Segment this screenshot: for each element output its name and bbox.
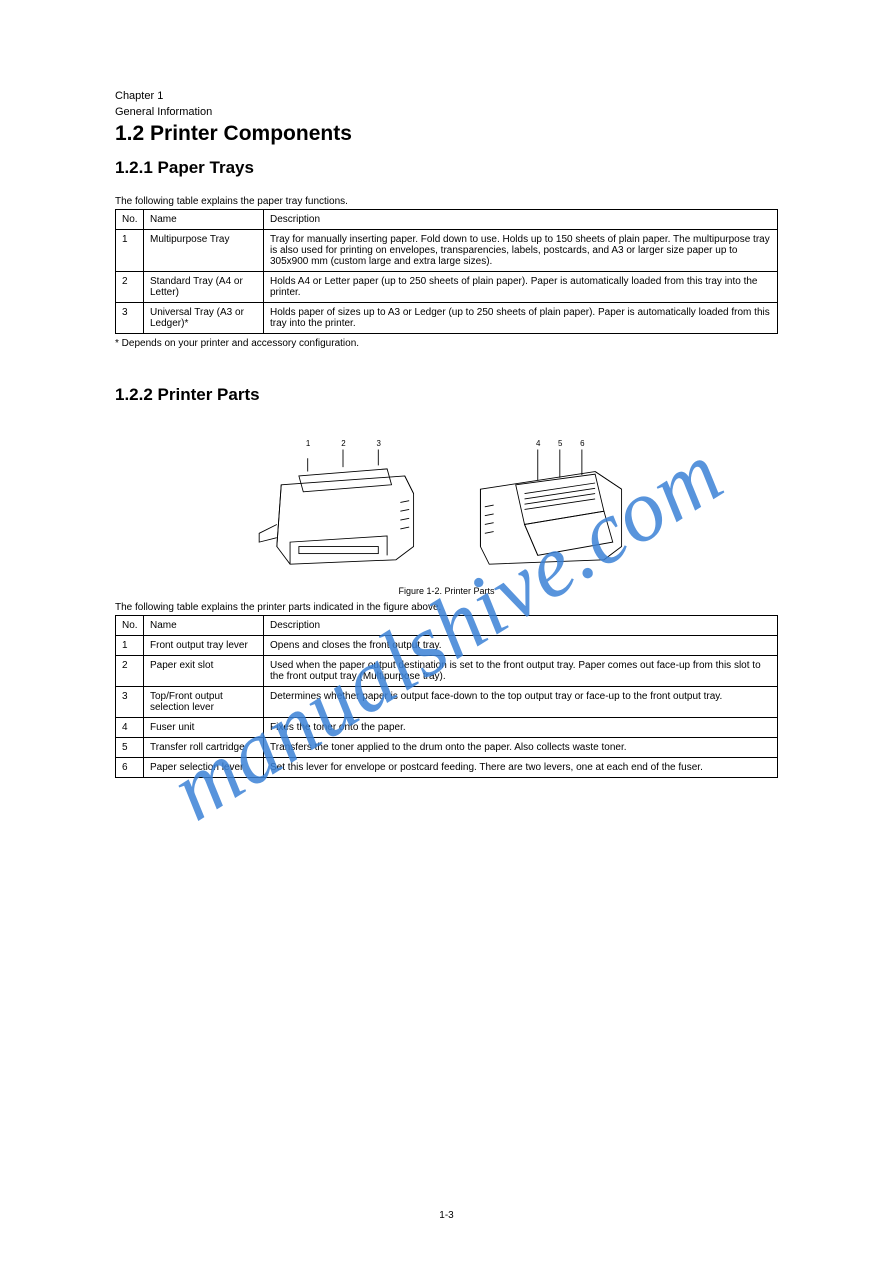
- paper-trays-table: No. Name Description 1 Multipurpose Tray…: [115, 209, 778, 334]
- page-title: 1.2 Printer Components: [115, 122, 778, 146]
- document-page: manualshive.com Chapter 1 General Inform…: [0, 0, 893, 1263]
- section-heading: 1.2.1 Paper Trays: [115, 158, 778, 178]
- printer-parts-table: No. Name Description 1 Front output tray…: [115, 615, 778, 778]
- cell: 1: [116, 230, 144, 272]
- callout-label: 5: [558, 439, 563, 448]
- cell: Set this lever for envelope or postcard …: [264, 758, 778, 778]
- col-header: Name: [144, 616, 264, 636]
- table-legend: The following table explains the paper t…: [115, 196, 778, 207]
- col-header: Description: [264, 210, 778, 230]
- callout-label: 6: [580, 439, 585, 448]
- printer-rear-illustration: 4 5 6: [461, 423, 641, 573]
- cell: 4: [116, 718, 144, 738]
- cell: 2: [116, 656, 144, 687]
- cell: 6: [116, 758, 144, 778]
- table-row: 6 Paper selection lever Set this lever f…: [116, 758, 778, 778]
- callout-label: 2: [341, 439, 346, 448]
- table-row: 1 Multipurpose Tray Tray for manually in…: [116, 230, 778, 272]
- section-heading: 1.2.2 Printer Parts: [115, 385, 778, 405]
- cell: Transfer roll cartridge: [144, 738, 264, 758]
- table-row: 1 Front output tray lever Opens and clos…: [116, 636, 778, 656]
- cell: 2: [116, 272, 144, 303]
- table-row: 3 Universal Tray (A3 or Ledger)* Holds p…: [116, 303, 778, 334]
- table-row: 2 Standard Tray (A4 or Letter) Holds A4 …: [116, 272, 778, 303]
- cell: Used when the paper output destination i…: [264, 656, 778, 687]
- section-eyebrow: General Information: [115, 106, 778, 118]
- cell: Opens and closes the front output tray.: [264, 636, 778, 656]
- cell: 3: [116, 687, 144, 718]
- cell: Holds A4 or Letter paper (up to 250 shee…: [264, 272, 778, 303]
- col-header: Name: [144, 210, 264, 230]
- cell: 5: [116, 738, 144, 758]
- cell: Standard Tray (A4 or Letter): [144, 272, 264, 303]
- cell: 1: [116, 636, 144, 656]
- table-row: 2 Paper exit slot Used when the paper ou…: [116, 656, 778, 687]
- cell: Paper exit slot: [144, 656, 264, 687]
- cell: Front output tray lever: [144, 636, 264, 656]
- table-header-row: No. Name Description: [116, 210, 778, 230]
- cell: Universal Tray (A3 or Ledger)*: [144, 303, 264, 334]
- table-row: 3 Top/Front output selection lever Deter…: [116, 687, 778, 718]
- cell: Determines whether paper is output face-…: [264, 687, 778, 718]
- printer-parts-figure: 1 2 3: [115, 423, 778, 596]
- cell: Transfers the toner applied to the drum …: [264, 738, 778, 758]
- page-number: 1-3: [115, 1210, 778, 1221]
- callout-label: 4: [536, 439, 541, 448]
- table-header-row: No. Name Description: [116, 616, 778, 636]
- table-footnote: * Depends on your printer and accessory …: [115, 338, 778, 349]
- col-header: No.: [116, 210, 144, 230]
- table-row: 4 Fuser unit Fixes the toner onto the pa…: [116, 718, 778, 738]
- callout-label: 3: [376, 439, 381, 448]
- cell: Fixes the toner onto the paper.: [264, 718, 778, 738]
- printer-front-illustration: 1 2 3: [253, 423, 433, 573]
- cell: Fuser unit: [144, 718, 264, 738]
- col-header: No.: [116, 616, 144, 636]
- cell: Paper selection lever: [144, 758, 264, 778]
- chapter-eyebrow: Chapter 1: [115, 90, 778, 102]
- cell: Holds paper of sizes up to A3 or Ledger …: [264, 303, 778, 334]
- cell: Multipurpose Tray: [144, 230, 264, 272]
- callout-label: 1: [305, 439, 310, 448]
- col-header: Description: [264, 616, 778, 636]
- cell: 3: [116, 303, 144, 334]
- cell: Top/Front output selection lever: [144, 687, 264, 718]
- table-row: 5 Transfer roll cartridge Transfers the …: [116, 738, 778, 758]
- figure-caption: Figure 1-2. Printer Parts: [115, 586, 778, 596]
- cell: Tray for manually inserting paper. Fold …: [264, 230, 778, 272]
- table-legend: The following table explains the printer…: [115, 602, 778, 613]
